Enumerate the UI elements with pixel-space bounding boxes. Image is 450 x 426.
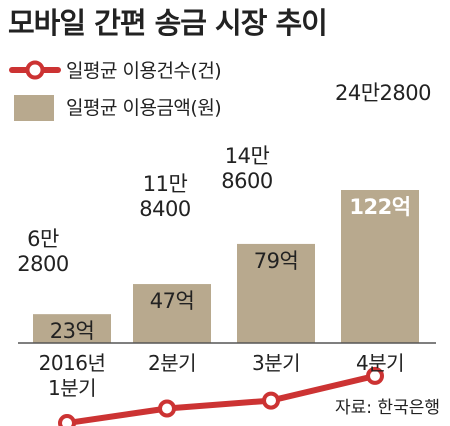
bar-value-label: 47억 bbox=[150, 289, 195, 313]
line-point bbox=[262, 391, 280, 410]
line-value-label: 8400 bbox=[139, 197, 190, 221]
bar-value-label: 23억 bbox=[50, 319, 95, 343]
bar bbox=[341, 190, 419, 343]
line-value-label: 24만2800 bbox=[335, 81, 431, 105]
legend-line-swatch bbox=[9, 60, 61, 80]
category-label: 3분기 bbox=[252, 351, 300, 375]
line-point bbox=[158, 399, 176, 418]
line-value-label: 11만 bbox=[143, 172, 188, 196]
line-value-label: 6만 bbox=[27, 227, 59, 251]
line-point bbox=[58, 414, 76, 426]
chart-title: 모바일 간편 송금 시장 추이 bbox=[8, 6, 327, 40]
line-value-label: 14만 bbox=[225, 144, 270, 168]
legend: 일평균 이용건수(건) 일평균 이용금액(원) bbox=[9, 60, 222, 121]
bar bbox=[33, 314, 111, 343]
legend-bar-label: 일평균 이용금액(원) bbox=[66, 97, 221, 119]
legend-line-label: 일평균 이용건수(건) bbox=[66, 60, 221, 82]
category-label: 4분기 bbox=[356, 351, 404, 375]
line-value-label: 2800 bbox=[17, 252, 68, 276]
line-point bbox=[366, 366, 384, 385]
legend-bar-swatch bbox=[14, 95, 54, 121]
bar-value-label: 79억 bbox=[254, 249, 299, 273]
bar bbox=[237, 243, 315, 343]
bar bbox=[133, 284, 211, 343]
category-label: 1분기 bbox=[48, 376, 96, 400]
bar-series: 23억 47억 79억 122억 bbox=[33, 190, 419, 343]
category-label: 2분기 bbox=[148, 351, 196, 375]
bar-value-label: 122억 bbox=[349, 195, 410, 219]
line-value-label: 8600 bbox=[221, 169, 272, 193]
series-line bbox=[64, 372, 378, 426]
source-note: 자료: 한국은행 bbox=[335, 398, 440, 418]
category-label: 2016년 bbox=[39, 351, 106, 375]
